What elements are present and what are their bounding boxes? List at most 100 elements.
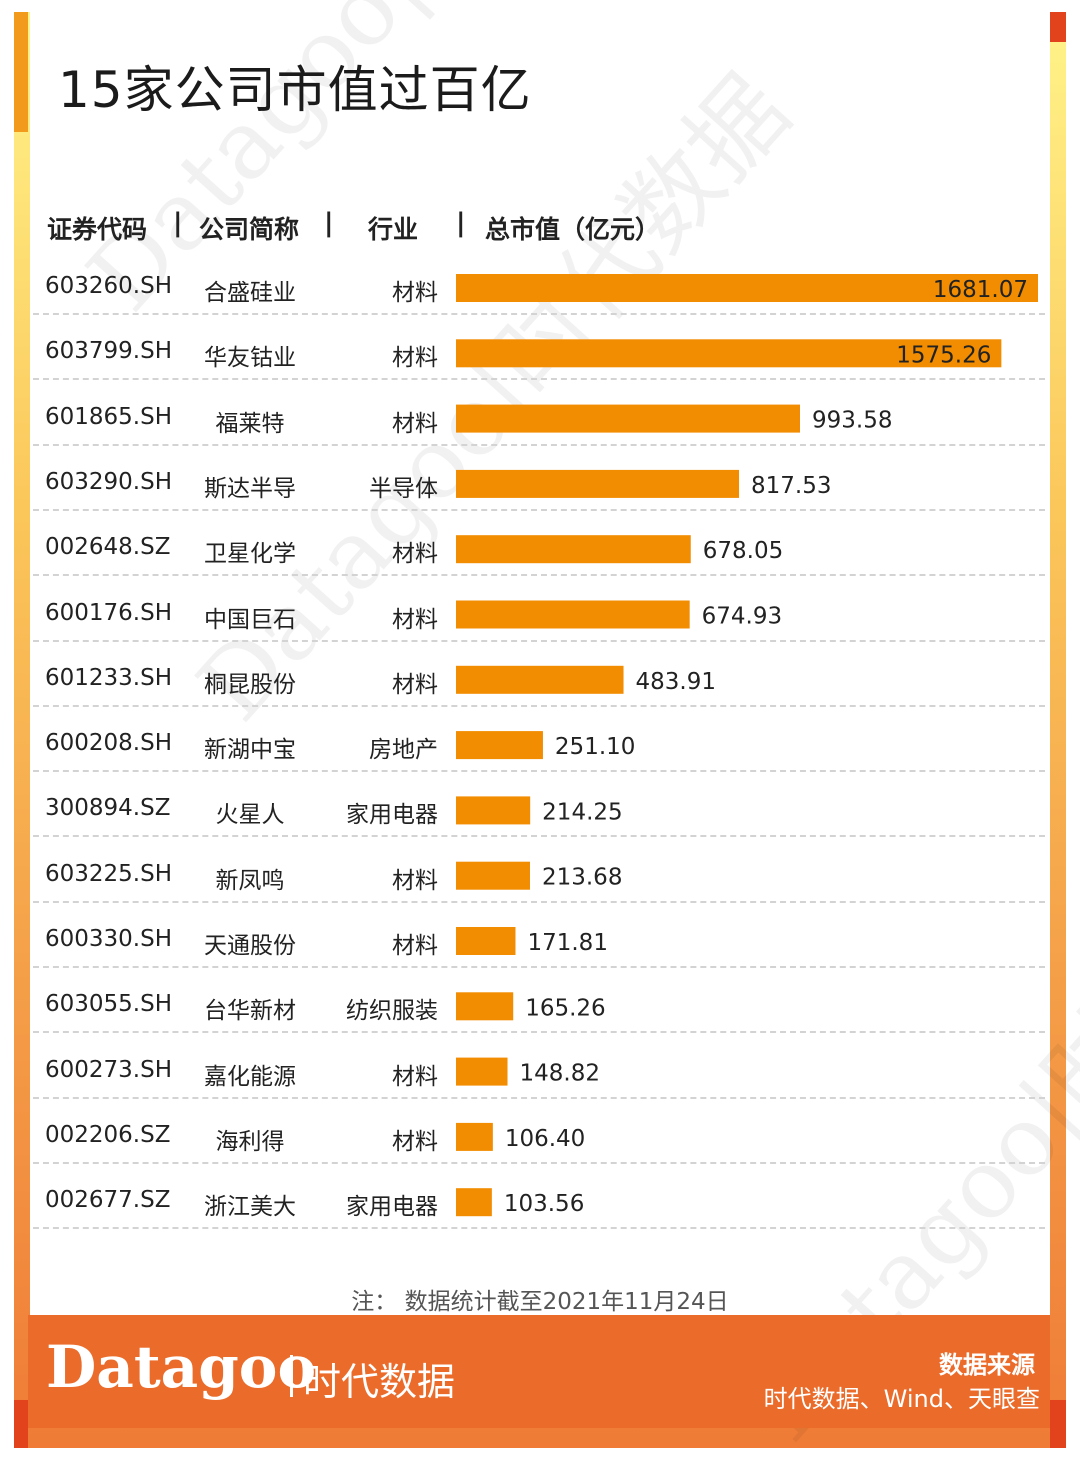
row-divider <box>33 378 1045 381</box>
logo-divider <box>290 1355 293 1397</box>
row-divider <box>33 574 1045 577</box>
row-name: 新凤鸣 <box>215 867 285 894</box>
bar-海利得 <box>456 1122 493 1151</box>
row-industry: 材料 <box>392 933 438 959</box>
row-divider <box>33 900 1045 903</box>
bar-浙江美大 <box>456 1188 492 1217</box>
row-name: 火星人 <box>215 802 285 829</box>
row-divider <box>33 313 1045 315</box>
row-code: 600176.SH <box>45 599 173 626</box>
bar-中国巨石 <box>456 600 690 629</box>
bar-新湖中宝 <box>456 731 543 760</box>
row-industry: 家用电器 <box>346 802 438 829</box>
bar-新凤鸣 <box>456 861 530 890</box>
bar-value-label: 171.81 <box>527 930 607 956</box>
row-code: 601865.SH <box>45 403 173 430</box>
row-name: 嘉化能源 <box>204 1063 296 1090</box>
row-name: 华友钴业 <box>204 345 296 372</box>
row-code: 600273.SH <box>45 1056 173 1083</box>
row-code: 002206.SZ <box>45 1121 171 1148</box>
page-title: 15家公司市值过百亿 <box>58 61 532 119</box>
bar-福莱特 <box>456 404 800 433</box>
chart-card: Datagoo|时代数据 Datagoo|时代数据 Datagoo|时代数据 1… <box>30 0 1080 1462</box>
data-note: 注： 数据统计截至2021年11月24日 <box>351 1289 729 1315</box>
row-code: 603799.SH <box>45 338 173 365</box>
accent-bar-left-bottom <box>14 1400 28 1448</box>
row-name: 斯达半导 <box>204 475 296 502</box>
row-name: 福莱特 <box>215 410 285 437</box>
bar-value-label: 1681.07 <box>933 277 1028 303</box>
row-industry: 材料 <box>392 606 438 633</box>
bar-chart: 1681.07 1575.26 993.58 817.53 678.05 674.93 48… <box>456 274 1038 1217</box>
bar-value-label: 103.56 <box>504 1191 584 1217</box>
bar-value-label: 678.05 <box>703 538 783 564</box>
bar-嘉化能源 <box>456 1057 508 1086</box>
row-code: 603055.SH <box>45 991 173 1018</box>
row-divider <box>33 443 1045 446</box>
bar-value-label: 483.91 <box>636 669 716 695</box>
row-code: 600330.SH <box>45 926 173 952</box>
bar-value-label: 251.10 <box>555 734 635 760</box>
bar-卫星化学 <box>456 535 691 564</box>
row-divider <box>33 1161 1045 1164</box>
row-divider <box>33 1227 1045 1230</box>
bar-火星人 <box>456 796 531 825</box>
row-industry: 材料 <box>392 867 438 894</box>
row-divider <box>33 639 1045 642</box>
row-code: 603290.SH <box>45 468 173 495</box>
bar-value-label: 674.93 <box>702 604 782 630</box>
row-industry: 纺织服装 <box>346 998 438 1025</box>
row-industry: 房地产 <box>369 737 438 764</box>
row-code: 300894.SZ <box>45 795 171 822</box>
bar-value-label: 165.26 <box>525 995 605 1021</box>
row-name: 合盛硅业 <box>204 280 296 306</box>
footer-banner: Datagoo 时代数据 数据来源 时代数据、Wind、天眼查 <box>28 1315 1050 1428</box>
datagoo-logo: Datagoo <box>46 1333 317 1401</box>
bar-value-label: 106.40 <box>505 1126 585 1152</box>
bar-台华新材 <box>456 992 514 1021</box>
bar-value-label: 1575.26 <box>896 342 991 368</box>
row-industry: 材料 <box>392 1128 438 1155</box>
row-industry: 材料 <box>392 671 438 698</box>
row-name: 海利得 <box>215 1128 285 1155</box>
row-code: 603225.SH <box>45 860 173 887</box>
header-value: 总市值（亿元） <box>485 215 661 244</box>
row-industry: 材料 <box>392 280 438 306</box>
row-industry: 半导体 <box>369 475 438 502</box>
header-separator: | <box>173 208 183 238</box>
row-divider <box>33 835 1045 838</box>
row-name: 中国巨石 <box>204 606 296 633</box>
accent-bar-left <box>14 12 28 132</box>
row-name: 新湖中宝 <box>204 737 296 764</box>
row-industry: 材料 <box>392 410 438 437</box>
bar-天通股份 <box>456 927 516 955</box>
row-divider <box>33 508 1045 511</box>
row-code: 601233.SH <box>45 664 173 691</box>
row-industry: 材料 <box>392 1063 438 1090</box>
header-separator: | <box>324 208 334 238</box>
logo-cn-text: 时代数据 <box>303 1360 456 1404</box>
bar-斯达半导 <box>456 469 740 498</box>
row-name: 卫星化学 <box>204 541 296 568</box>
row-divider <box>33 1096 1045 1099</box>
row-industry: 家用电器 <box>346 1194 438 1221</box>
bar-value-label: 148.82 <box>520 1061 600 1087</box>
source-label: 数据来源 <box>939 1351 1035 1379</box>
bar-华友钴业 <box>456 339 1002 368</box>
row-divider <box>33 704 1045 707</box>
accent-bar-right <box>1050 12 1066 42</box>
source-text: 时代数据、Wind、天眼查 <box>763 1385 1040 1413</box>
bar-桐昆股份 <box>456 665 624 694</box>
row-code: 002648.SZ <box>45 534 171 561</box>
row-industry: 材料 <box>392 345 438 372</box>
bar-value-label: 817.53 <box>751 473 831 499</box>
bar-value-label: 214.25 <box>542 799 622 825</box>
accent-bar-right-bottom <box>1050 1400 1066 1448</box>
row-divider <box>33 770 1045 773</box>
row-name: 台华新材 <box>204 998 296 1025</box>
header-code: 证券代码 <box>47 215 148 244</box>
row-divider <box>33 966 1045 968</box>
row-code: 002677.SZ <box>45 1187 171 1214</box>
header-name: 公司简称 <box>199 215 300 244</box>
header-separator: | <box>456 208 466 238</box>
